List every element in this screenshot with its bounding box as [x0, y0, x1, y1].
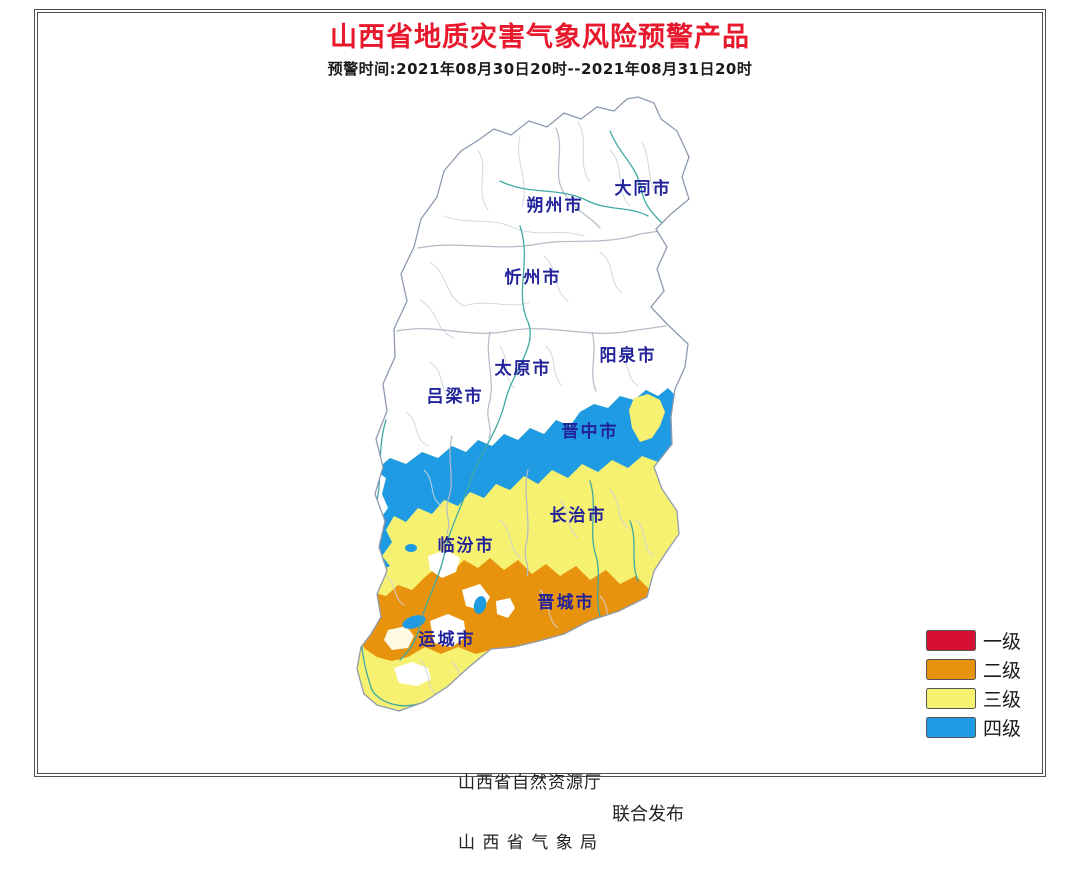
legend-swatch-level1: [926, 630, 976, 651]
prefecture-boundaries: [396, 127, 667, 577]
agency-meteorological: 山 西 省 气 象 局: [458, 833, 599, 853]
city-label-taiyuan: 太原市: [495, 358, 552, 379]
legend-label-level3: 三级: [983, 689, 1022, 711]
city-label-changzhi: 长治市: [550, 505, 607, 526]
publisher-agencies: 山西省自然资源厅 山 西 省 气 象 局: [458, 733, 602, 893]
legend-item-level2: 二级: [926, 655, 1021, 684]
river: [499, 180, 649, 217]
shanxi-province-map: 朔州市 大同市 忻州市 太原市 阳泉市 吕梁市 晋中市 长治市 临汾市 晋城市 …: [356, 96, 690, 712]
legend-swatch-level4: [926, 717, 976, 738]
white-patch: [428, 550, 460, 578]
yellow-patch-east: [629, 394, 665, 442]
rivers: [360, 130, 669, 707]
legend: 一级 二级 三级 四级: [926, 626, 1021, 742]
county-boundaries: [383, 121, 659, 696]
city-label-datong: 大同市: [615, 178, 672, 199]
city-label-shuozhou: 朔州市: [527, 195, 584, 216]
header: 山西省地质灾害气象风险预警产品 预警时间:2021年08月30日20时--202…: [0, 15, 1080, 79]
publisher-block: 山西省自然资源厅 山 西 省 气 象 局 联合发布: [458, 733, 684, 893]
warning-bulletin-page: 山西省地质灾害气象风险预警产品 预警时间:2021年08月30日20时--202…: [0, 9, 1080, 853]
page-title: 山西省地质灾害气象风险预警产品: [330, 22, 750, 53]
city-labels: 朔州市 大同市 忻州市 太原市 阳泉市 吕梁市 晋中市 长治市 临汾市 晋城市 …: [419, 178, 672, 650]
pale-patch: [384, 626, 414, 650]
city-label-jincheng: 晋城市: [538, 592, 595, 613]
city-label-yuncheng: 运城市: [419, 629, 476, 650]
lake: [405, 544, 417, 552]
risk-region-level4: [362, 388, 675, 572]
legend-swatch-level2: [926, 659, 976, 680]
warning-period: 预警时间:2021年08月30日20时--2021年08月31日20时: [327, 60, 753, 78]
legend-label-level2: 二级: [983, 660, 1022, 682]
white-patch: [394, 662, 431, 686]
fen-river: [399, 225, 531, 661]
legend-item-level4: 四级: [926, 713, 1021, 742]
city-label-jinzhong: 晋中市: [562, 421, 619, 442]
legend-label-level1: 一级: [983, 631, 1022, 653]
city-label-lvliang: 吕梁市: [427, 386, 484, 407]
white-patch: [496, 598, 515, 618]
city-label-linfen: 临汾市: [438, 535, 495, 556]
lake: [473, 596, 487, 614]
joint-release-label: 联合发布: [612, 804, 684, 825]
province-outline: [356, 96, 690, 712]
city-label-xinzhou: 忻州市: [505, 267, 562, 288]
legend-label-level4: 四级: [983, 718, 1022, 740]
river: [609, 130, 669, 232]
river: [589, 480, 601, 617]
river: [629, 520, 639, 582]
city-label-yangquan: 阳泉市: [600, 345, 657, 366]
white-patch: [430, 614, 466, 647]
legend-item-level3: 三级: [926, 684, 1021, 713]
legend-swatch-level3: [926, 688, 976, 709]
legend-item-level1: 一级: [926, 626, 1021, 655]
agency-natural-resources: 山西省自然资源厅: [458, 773, 602, 793]
